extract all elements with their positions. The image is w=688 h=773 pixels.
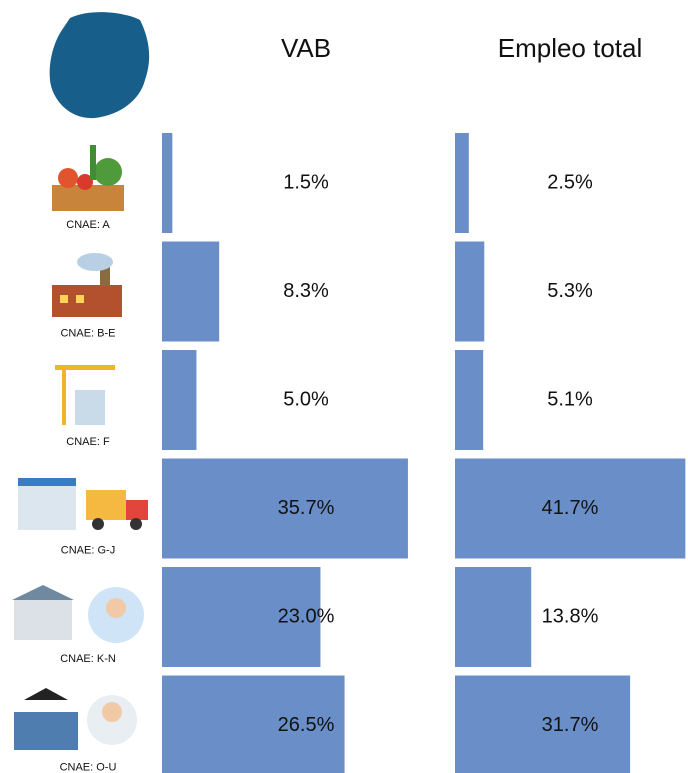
bar — [455, 350, 484, 450]
value-label: 13.8% — [542, 605, 599, 627]
value-label: 8.3% — [283, 280, 329, 302]
category-label: CNAE: K-N — [60, 653, 116, 665]
sector-icons — [12, 145, 148, 750]
bar — [455, 567, 532, 667]
bar — [162, 241, 220, 342]
category-label: CNAE: F — [66, 436, 110, 448]
value-label: 41.7% — [542, 497, 599, 519]
bar — [162, 458, 408, 559]
bar — [455, 458, 686, 559]
bar — [162, 133, 173, 233]
category-label: CNAE: B-E — [60, 327, 115, 339]
bar — [162, 350, 197, 450]
panel-title: VAB — [281, 33, 331, 63]
value-label: 35.7% — [278, 497, 335, 519]
value-label: 31.7% — [542, 714, 599, 736]
bar — [162, 675, 345, 773]
bar — [455, 133, 469, 233]
value-label: 5.0% — [283, 388, 329, 410]
island-map — [49, 12, 150, 119]
category-label: CNAE: A — [66, 219, 110, 231]
category-label: CNAE: G-J — [61, 544, 115, 556]
value-label: 1.5% — [283, 171, 329, 193]
bar — [455, 241, 485, 342]
value-label: 23.0% — [278, 605, 335, 627]
category-label: CNAE: O-U — [60, 761, 117, 773]
bar — [162, 567, 321, 667]
bar — [455, 675, 631, 773]
value-label: 5.3% — [547, 280, 593, 302]
value-label: 5.1% — [547, 388, 593, 410]
value-label: 2.5% — [547, 171, 593, 193]
value-label: 26.5% — [278, 714, 335, 736]
panel-title: Empleo total — [498, 33, 643, 63]
